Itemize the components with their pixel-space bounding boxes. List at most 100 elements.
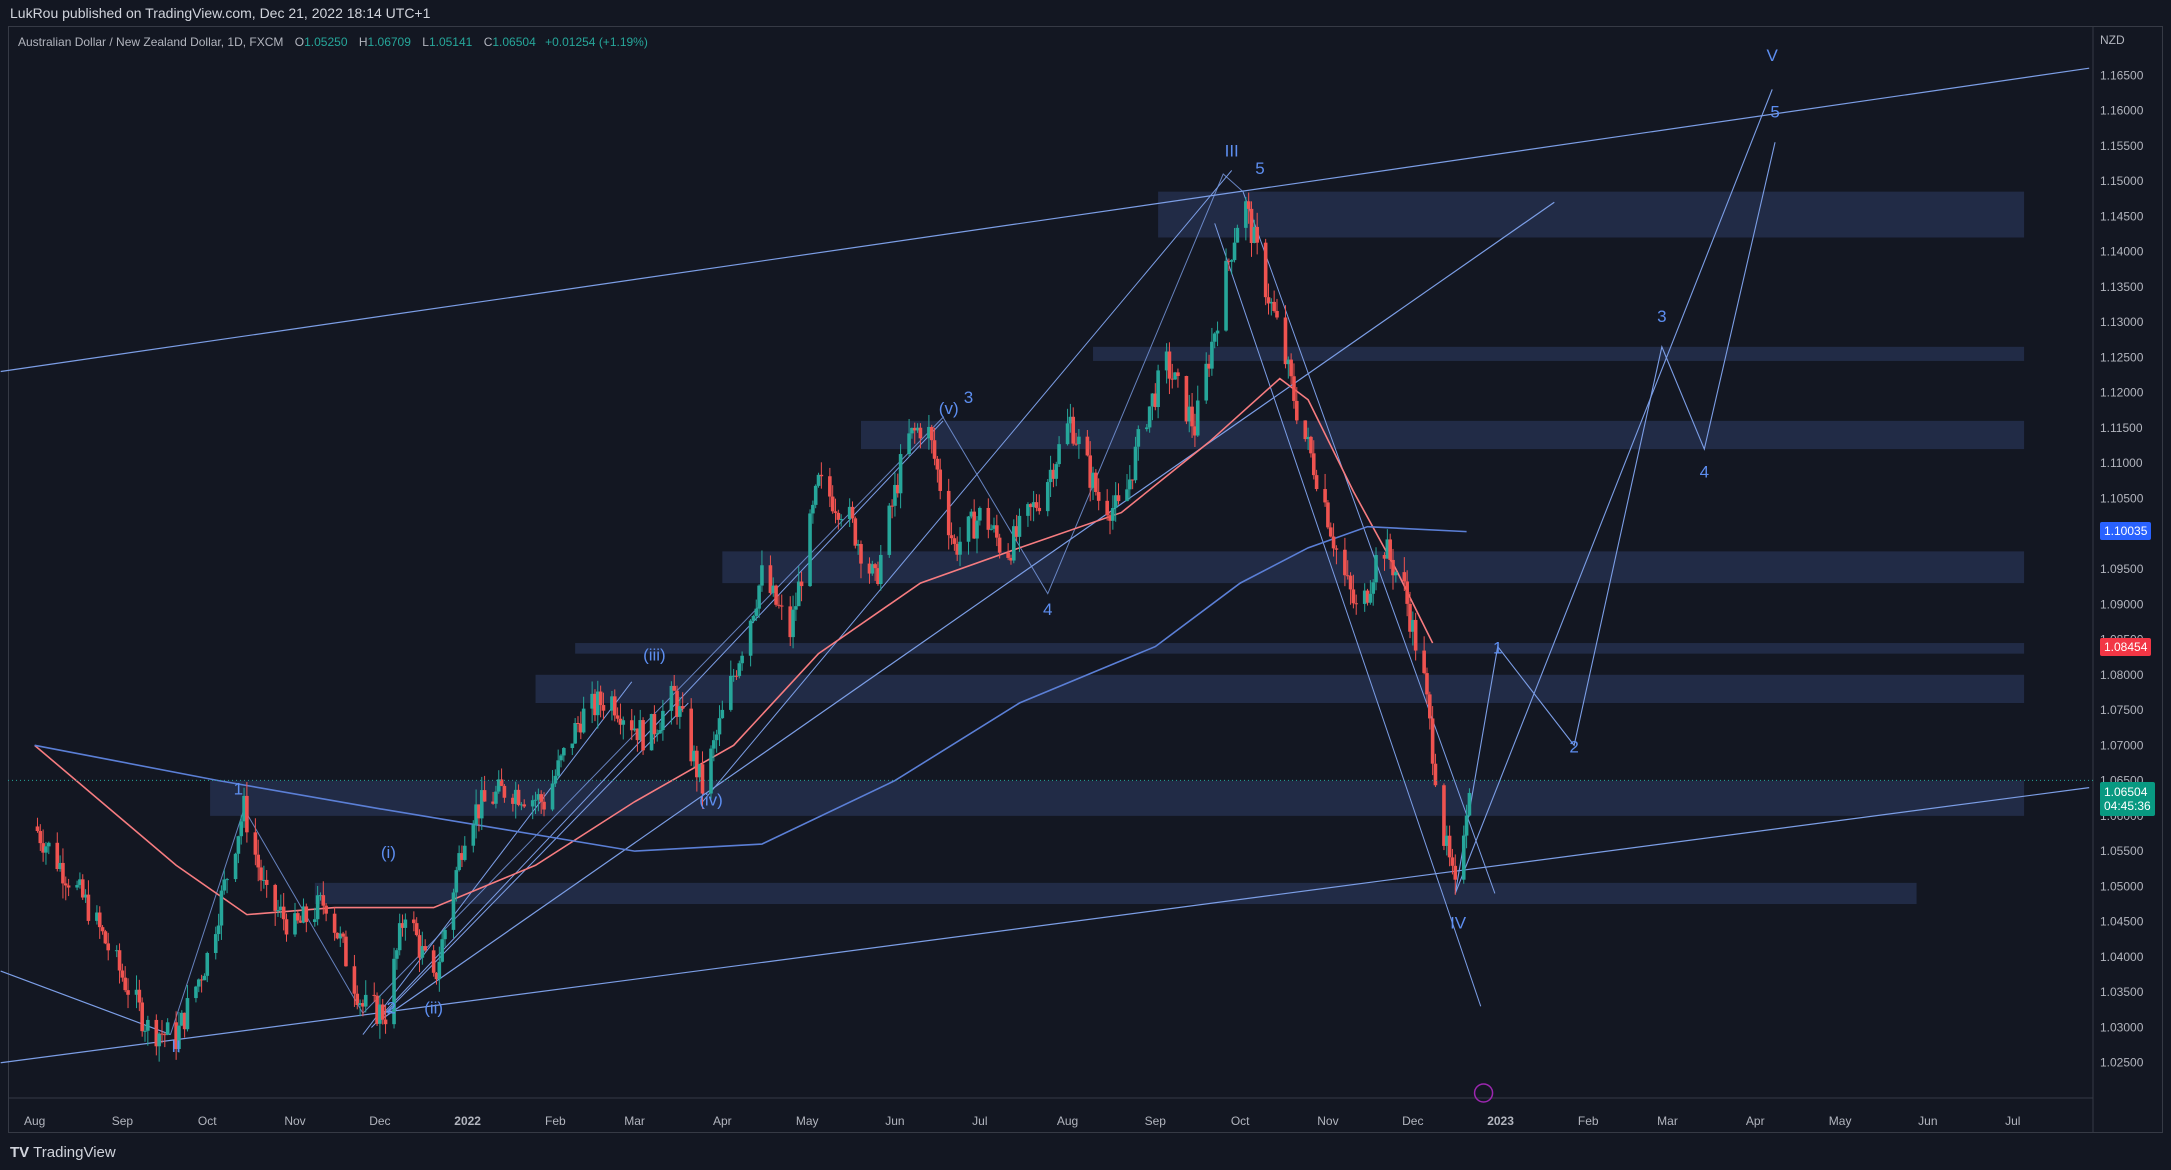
candle-body [638,720,643,741]
candle-body [946,490,951,536]
candle-body [1351,589,1356,604]
close-label: C [483,35,493,49]
candle-body [695,750,699,778]
wave-label: (iii) [643,646,666,665]
candle-body [915,427,920,431]
wave-label: V [1767,46,1779,65]
candle-body [553,775,558,784]
candle-body [533,799,538,801]
candle-body [1422,650,1426,674]
wave-label: IV [1450,914,1467,933]
candle-body [929,426,934,441]
candle-body [847,506,852,519]
candle-body [839,518,843,520]
candle-body [502,785,507,798]
candle-body [1323,489,1327,503]
time-tick-label: Jul [972,1114,987,1128]
candle-body [216,925,221,935]
candle-body [66,885,71,888]
candle-body [1272,301,1276,311]
time-tick-label: Dec [1402,1114,1423,1128]
candle-body [324,905,328,914]
candle-body [417,935,422,958]
candle-body [989,528,993,530]
candle-body [80,879,85,898]
candle-body [1031,502,1036,508]
trend-line [0,787,2090,1064]
price-tick-label: 1.14500 [2100,209,2144,223]
candle-body [103,931,108,944]
candle-body [542,801,546,810]
candle-body [887,505,892,555]
candle-body [878,554,883,584]
candle-body [932,440,937,459]
candle-body [451,892,456,930]
wave-channel-line [362,681,633,1035]
price-tick-label: 1.09000 [2100,597,2144,611]
candle-body [876,568,880,584]
candle-body [1427,694,1432,719]
candle-body [678,706,682,717]
candle-body [1045,482,1050,512]
candle-body [315,895,320,920]
candle-body [714,734,719,741]
candle-body [1292,376,1296,401]
candle-body [293,913,297,935]
price-tick-label: 1.04500 [2100,915,2144,929]
candle-body [213,934,218,953]
candle-body [284,919,289,935]
time-tick-label: Nov [1317,1114,1338,1128]
candle-body [1094,472,1098,493]
candle-body [972,511,976,539]
price-tick-label: 1.08000 [2100,668,2144,682]
candle-body [1235,227,1240,243]
time-tick-label: Oct [1231,1114,1250,1128]
candle-body [819,474,824,477]
candle-body [83,894,88,898]
candle-body [1133,446,1138,481]
candle-body [760,565,764,586]
candle-body [1065,423,1070,445]
candle-body [581,708,586,733]
candle-body [253,832,258,855]
candle-body [794,606,798,610]
price-tick-label: 1.15000 [2100,174,2144,188]
candle-body [1167,351,1172,379]
candle-body [610,696,614,711]
candle-body [615,715,620,719]
candle-body [870,564,875,574]
brand-text: TradingView [33,1144,116,1161]
candle-body [134,989,139,995]
candle-body [75,885,79,888]
candle-body [219,890,224,926]
price-tick-label: 1.03500 [2100,985,2144,999]
candle-body [1362,590,1367,604]
candle-body [1207,363,1211,369]
candle-body [412,919,416,924]
candle-body [1249,208,1254,243]
candle-body [1057,444,1061,465]
candle-body [1263,242,1268,298]
high-label: H [358,35,368,49]
candle-body [332,913,337,933]
tradingview-logo[interactable]: TV TradingView [10,1144,116,1161]
candle-body [522,804,527,807]
candle-body [245,795,249,833]
candle-body [146,1019,150,1031]
candle-body [1374,555,1378,583]
candle-body [97,912,102,928]
candle-body [471,824,476,846]
time-tick-label: 2023 [1487,1114,1514,1128]
candle-body [748,620,753,656]
candle-body [1153,393,1158,408]
price-tick-label: 1.04000 [2100,950,2144,964]
candle-body [1394,572,1398,576]
wave-channel-line [371,702,689,1028]
candle-body [1210,341,1214,369]
candle-body [157,1033,161,1047]
candle-body [1048,469,1053,483]
candle-body [236,836,241,854]
ma200-price-label: 1.10035 [2100,522,2152,540]
candle-body [595,691,600,716]
